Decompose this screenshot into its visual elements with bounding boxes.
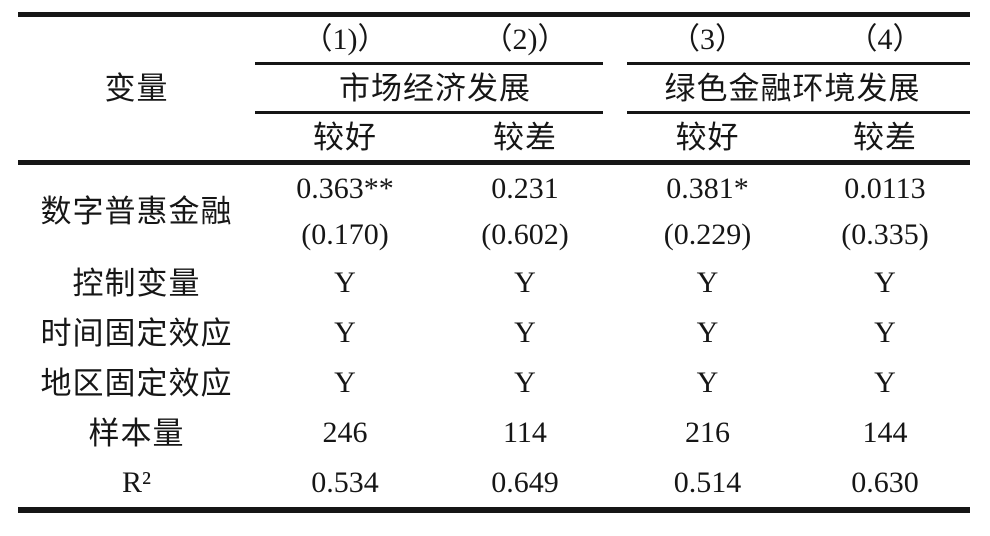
row-label-control-variables: 控制变量	[72, 265, 201, 301]
group1-bottom-rule	[255, 111, 603, 114]
row-label-r-squared: R²	[121, 465, 151, 499]
coef-value: 0.231	[491, 171, 559, 205]
col-header-2: （2)）	[482, 22, 568, 56]
table-cell: Y	[514, 266, 536, 299]
coef-std-error: (0.170)	[301, 218, 389, 251]
table-cell: 246	[322, 416, 368, 449]
coef-value: 0.381*	[666, 171, 749, 205]
coef-std-error: (0.229)	[663, 218, 752, 251]
col-header-1: （1)）	[302, 22, 388, 56]
coef-std-error: (0.602)	[481, 218, 569, 251]
subheader-3: 较好	[675, 119, 740, 155]
table-cell: Y	[696, 366, 719, 399]
table-cell: 216	[685, 416, 730, 449]
coef-value: 0.0113	[844, 171, 926, 205]
table-cell: Y	[874, 316, 896, 349]
group-header-green-finance: 绿色金融环境发展	[664, 70, 921, 106]
table-cell: 0.534	[311, 465, 379, 499]
table-bottom-rule	[18, 507, 970, 513]
subheader-1: 较好	[313, 119, 377, 155]
table-cell: 0.514	[673, 465, 742, 499]
table-cell: Y	[696, 266, 719, 299]
subheader-4: 较差	[853, 119, 917, 155]
table-cell: 0.649	[491, 465, 559, 499]
subheader-2: 较差	[493, 119, 557, 155]
table-cell: Y	[696, 316, 719, 349]
row-label-sample-size: 样本量	[88, 415, 185, 451]
table-cell: Y	[874, 366, 896, 399]
coef-value: 0.363**	[296, 171, 394, 205]
row-label-time-fixed-effects: 时间固定效应	[40, 315, 233, 351]
table-cell: Y	[334, 266, 356, 299]
table-cell: Y	[334, 316, 356, 349]
variable-column-header: 变量	[104, 71, 169, 106]
table-top-rule	[18, 12, 970, 17]
table-cell: Y	[874, 266, 896, 299]
table-cell: Y	[334, 366, 356, 399]
group2-bottom-rule	[627, 111, 970, 114]
regression-table: 变量 （1)） （2)） （3） （4） 市场经济发展 绿色金融环境发展 较好 …	[18, 12, 970, 513]
row-label-region-fixed-effects: 地区固定效应	[40, 365, 233, 401]
coef-std-error: (0.335)	[841, 218, 929, 251]
table-cell: Y	[514, 316, 536, 349]
table-cell: 114	[503, 416, 547, 449]
group1-top-rule	[255, 62, 603, 65]
group-header-market-economy: 市场经济发展	[339, 70, 531, 106]
col-header-3: （3）	[670, 22, 745, 56]
group2-top-rule	[627, 62, 970, 65]
table-cell: 144	[862, 416, 908, 449]
row-label-digital-inclusive-finance: 数字普惠金融	[40, 194, 233, 229]
table-cell: 0.630	[851, 465, 919, 499]
table-header-rule	[18, 160, 970, 165]
table-cell: Y	[514, 366, 536, 399]
col-header-4: （4）	[847, 22, 923, 56]
